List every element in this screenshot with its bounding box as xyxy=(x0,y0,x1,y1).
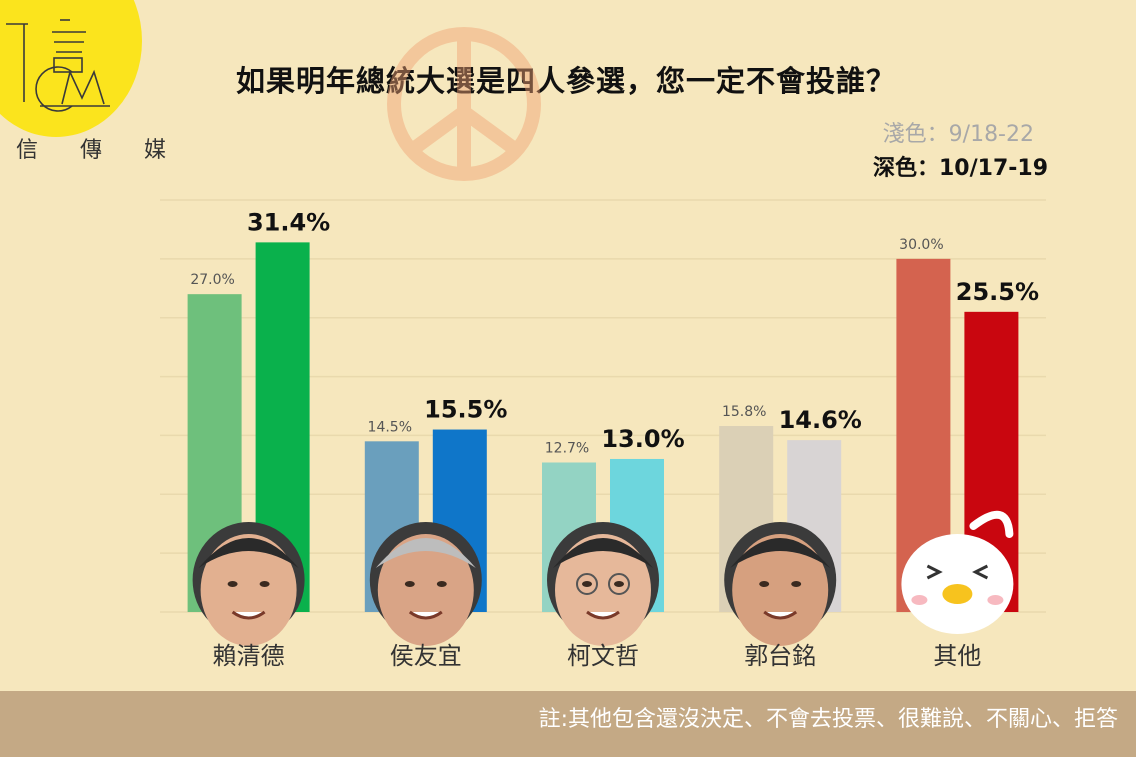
bar-value-label: 31.4% xyxy=(247,208,330,236)
category-label: 賴清德 xyxy=(213,642,285,670)
bar-value-label: 14.6% xyxy=(779,406,862,434)
cm-logo-icon xyxy=(6,19,110,112)
category-label: 郭台銘 xyxy=(744,642,816,670)
bar-value-label: 15.8% xyxy=(722,404,766,420)
candidate-portrait-icon xyxy=(369,522,482,646)
bar-value-label: 13.0% xyxy=(601,425,684,453)
bar-value-label: 27.0% xyxy=(190,272,234,288)
category-label: 侯友宜 xyxy=(390,642,462,670)
bar-value-label: 12.7% xyxy=(545,441,589,457)
candidate-portrait-icon xyxy=(192,522,305,646)
vote-watermark-icon xyxy=(387,27,541,181)
candidate-portrait-icon xyxy=(724,522,837,646)
footnote: 註:其他包含還沒決定、不會去投票、很難說、不關心、拒答 xyxy=(538,707,1118,732)
candidate-portrait-icon xyxy=(547,522,659,646)
footer-bar: 註:其他包含還沒決定、不會去投票、很難說、不關心、拒答 xyxy=(0,691,1136,757)
chart-title: 如果明年總統大選是四人參選，您一定不會投誰？ xyxy=(236,64,897,98)
bar-chart: 27.0% 31.4% 14.5% 15.5% 12.7% 13.0% 15.8% 14.6%… xyxy=(160,27,1046,670)
bar-value-label: 25.5% xyxy=(956,278,1039,306)
bar-value-label: 14.5% xyxy=(368,419,412,435)
legend-dark-period: 深色：10/17-19 xyxy=(872,156,1048,181)
mascot-icon xyxy=(901,510,1014,634)
category-label: 其他 xyxy=(933,642,981,670)
category-label: 柯文哲 xyxy=(567,642,639,670)
brand-name: 信傳媒 xyxy=(16,138,209,163)
bar-value-label: 15.5% xyxy=(424,396,507,424)
bar-value-label: 30.0% xyxy=(899,237,943,253)
legend-light-period: 淺色：9/18-22 xyxy=(882,122,1034,147)
